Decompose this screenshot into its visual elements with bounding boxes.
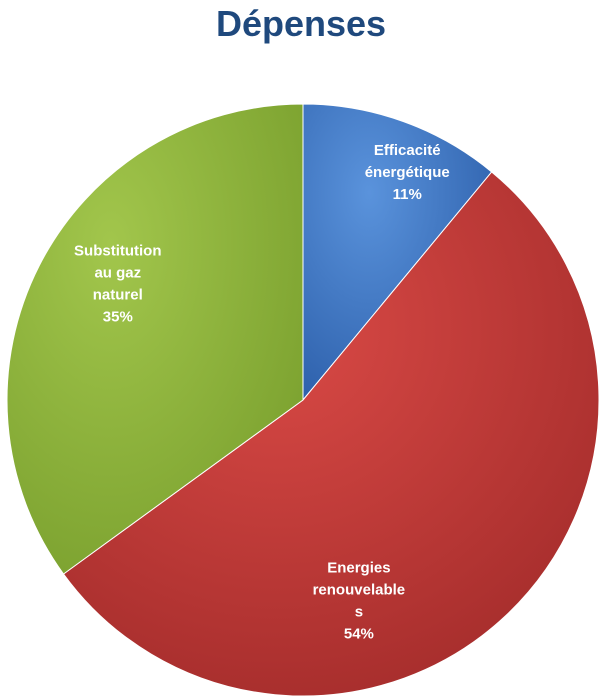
slice-name-label: au gaz [94, 265, 141, 282]
slice-name-label: Efficacité [374, 142, 441, 159]
slice-percent-label: 35% [103, 309, 133, 326]
chart-title: Dépenses [215, 3, 387, 44]
slice-name-label: énergétique [365, 164, 450, 181]
slice-name-label: naturel [93, 287, 143, 304]
slice-name-label: s [355, 604, 363, 621]
slice-name-label: Energies [327, 560, 390, 577]
slice-label: Efficacité énergétique 11% [365, 142, 450, 203]
pie-slice [6, 103, 304, 575]
pie-slice [62, 171, 600, 697]
pie-slices [6, 103, 600, 697]
slice-name-label: renouvelable [313, 582, 406, 599]
pie-slice [302, 103, 493, 402]
slice-label: Substitution au gaz naturel 35% [74, 243, 161, 326]
slice-percent-label: 11% [393, 186, 422, 203]
slice-name-label: Substitution [74, 243, 161, 260]
pie-labels: Efficacité énergétique 11% Energies renouvel… [74, 142, 450, 643]
slice-percent-label: 54% [344, 626, 374, 643]
slice-label: Energies renouvelable s 54% [313, 560, 406, 643]
